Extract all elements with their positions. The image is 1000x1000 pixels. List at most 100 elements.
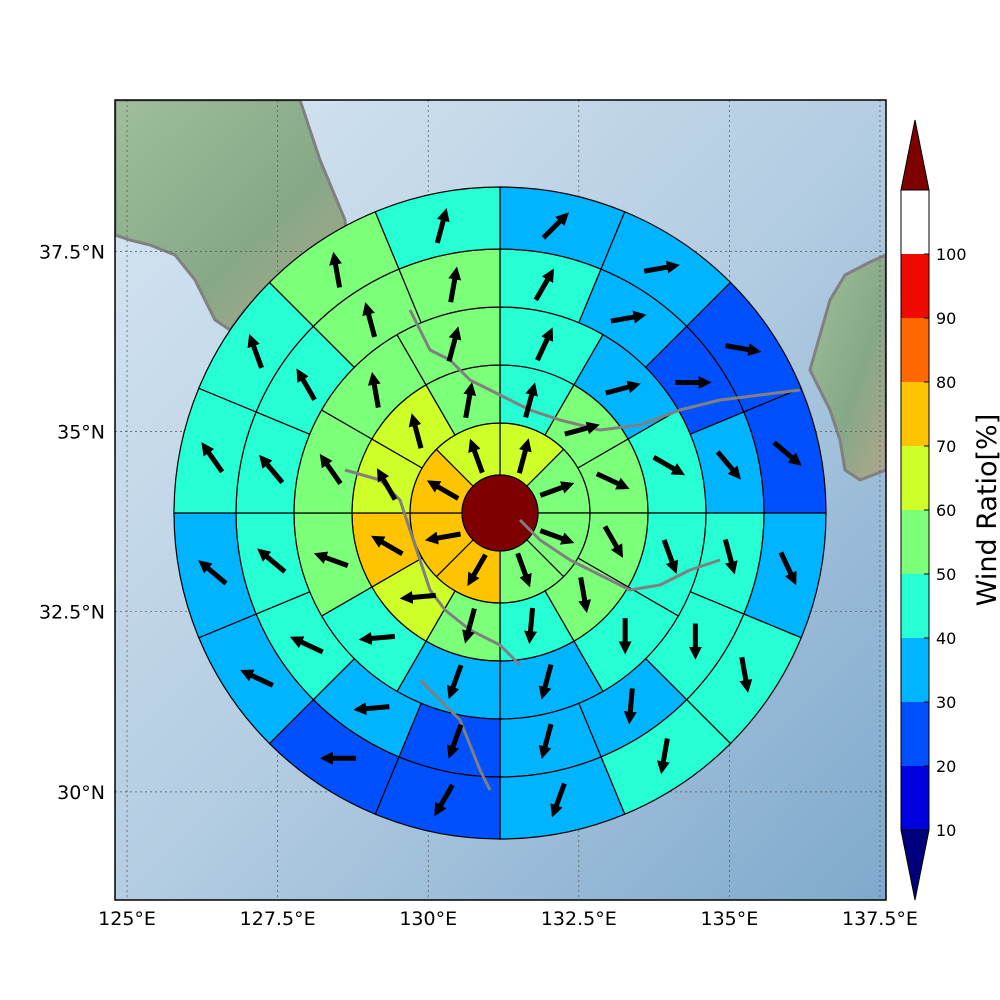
colorbar-tick-label: 90 xyxy=(936,309,956,328)
wind-arrow xyxy=(448,266,462,303)
wind-arrow xyxy=(550,782,567,818)
y-axis-ticks: 30°N 32.5°N 35°N 37.5°N xyxy=(39,241,105,804)
wind-arrow xyxy=(296,368,317,402)
y-tick-label: 35°N xyxy=(57,422,105,444)
colorbar-bin xyxy=(901,318,929,382)
wind-arrow xyxy=(467,553,488,587)
wind-arrow xyxy=(289,636,324,655)
wind-arrow xyxy=(313,551,349,569)
wind-arrow xyxy=(362,301,378,338)
wind-arrow xyxy=(434,783,455,817)
colorbar-bin xyxy=(901,382,929,446)
colorbar-tick-label: 30 xyxy=(936,693,956,712)
wind-arrow xyxy=(516,438,532,474)
wind-arrow xyxy=(462,607,477,644)
y-tick-label: 30°N xyxy=(57,782,105,804)
wind-arrow xyxy=(715,450,741,480)
wind-arrow xyxy=(778,551,797,586)
wind-arrow xyxy=(578,577,592,614)
colorbar-tick-label: 80 xyxy=(936,373,956,392)
wind-arrow xyxy=(371,535,404,556)
wind-arrow xyxy=(605,380,641,396)
wind-vector-arrows xyxy=(198,208,802,818)
colorbar-tick-label: 60 xyxy=(936,501,956,520)
wind-arrow xyxy=(725,343,762,357)
x-tick-label: 137.5°E xyxy=(842,908,918,930)
colorbar-extend-max xyxy=(900,119,930,191)
sector-cell xyxy=(374,186,501,270)
colorbar-bin xyxy=(901,702,929,766)
wind-arrow xyxy=(739,656,753,693)
wind-arrow xyxy=(515,552,532,588)
wind-arrow xyxy=(538,723,554,760)
wind-arrow xyxy=(541,212,570,240)
wind-arrow xyxy=(722,538,738,575)
wind-arrow xyxy=(376,468,398,501)
x-tick-label: 125°E xyxy=(98,908,156,930)
wind-arrow xyxy=(524,607,537,645)
colorbar-tick-label: 20 xyxy=(936,757,956,776)
wind-arrow xyxy=(319,453,343,486)
colorbar-title: Wind Ratio[%] xyxy=(972,414,1000,606)
wind-arrow xyxy=(426,480,460,501)
colorbar-bin xyxy=(901,510,929,574)
wind-arrow xyxy=(424,531,462,545)
wind-arrow xyxy=(643,260,680,274)
wind-arrow xyxy=(399,590,436,604)
x-tick-label: 135°E xyxy=(701,908,759,930)
map-frame xyxy=(114,99,887,901)
colorbar-tick-label: 70 xyxy=(936,437,956,456)
wind-arrow xyxy=(367,371,381,408)
wind-arrow xyxy=(446,326,462,362)
wind-arrow xyxy=(623,688,637,725)
wind-arrow xyxy=(259,454,285,485)
wind-arrow xyxy=(610,310,647,324)
wind-arrow xyxy=(535,327,554,362)
wind-arrow xyxy=(201,442,225,474)
wind-arrow xyxy=(257,548,287,574)
wind-arrow xyxy=(602,525,624,558)
y-tick-label: 37.5°N xyxy=(39,241,105,263)
wind-arrow xyxy=(353,702,390,716)
colorbar-tick-label: 50 xyxy=(936,565,956,584)
wind-arrow xyxy=(198,560,228,586)
wind-arrow xyxy=(408,413,424,449)
wind-arrow xyxy=(539,481,575,498)
x-axis-ticks: 125°E 127.5°E 130°E 132.5°E 135°E 137.5°E xyxy=(98,908,918,930)
x-tick-label: 127.5°E xyxy=(240,908,316,930)
wind-arrow xyxy=(358,631,395,645)
colorbar-bin xyxy=(901,766,929,830)
wind-arrow xyxy=(595,471,630,490)
wind-arrow xyxy=(468,438,485,474)
wind-arrow xyxy=(533,268,554,302)
wind-arrow xyxy=(564,421,600,437)
wind-arrow xyxy=(656,738,670,775)
wind-arrow xyxy=(329,251,343,288)
colorbar-bin xyxy=(901,574,929,638)
wind-arrow xyxy=(772,440,802,466)
y-tick-label: 32.5°N xyxy=(39,602,105,624)
colorbar-tick-label: 100 xyxy=(936,245,967,264)
wind-arrow xyxy=(652,455,685,476)
x-tick-label: 132.5°E xyxy=(541,908,617,930)
colorbar-tick-label: 10 xyxy=(936,821,956,840)
wind-arrow xyxy=(538,664,554,700)
center-cell xyxy=(461,474,539,552)
wind-arrow xyxy=(463,382,477,419)
x-tick-label: 130°E xyxy=(399,908,457,930)
colorbar: 10 20 30 40 50 60 70 80 90 100 Wind Ratio[%] xyxy=(900,119,1000,901)
colorbar-bin xyxy=(901,254,929,318)
wind-arrow xyxy=(446,664,464,700)
wind-arrow xyxy=(240,669,274,688)
colorbar-bin xyxy=(901,638,929,702)
colorbar-bin xyxy=(901,446,929,510)
land-japan-east xyxy=(808,253,886,482)
wind-arrow xyxy=(247,333,264,369)
wind-arrow xyxy=(446,723,464,759)
wind-arrow xyxy=(434,208,450,244)
colorbar-tick-label: 40 xyxy=(936,629,956,648)
wind-arrow xyxy=(539,528,575,545)
wind-arrow xyxy=(523,382,538,419)
wind-ratio-sectors xyxy=(173,186,827,840)
